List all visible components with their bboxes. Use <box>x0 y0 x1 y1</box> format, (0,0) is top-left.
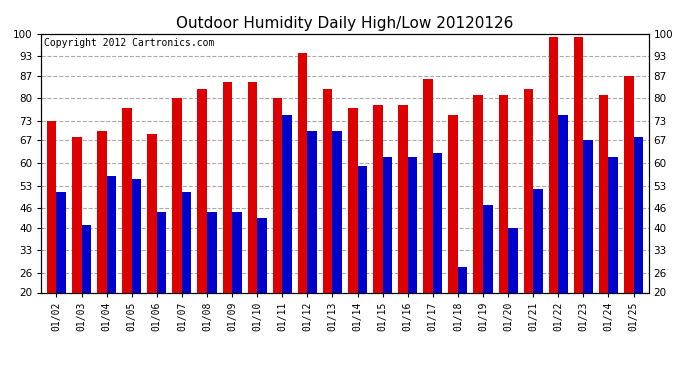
Bar <box>223 82 232 292</box>
Bar <box>172 99 182 292</box>
Bar <box>333 131 342 292</box>
Bar <box>624 76 633 292</box>
Title: Outdoor Humidity Daily High/Low 20120126: Outdoor Humidity Daily High/Low 20120126 <box>177 16 513 31</box>
Bar <box>549 37 558 292</box>
Bar <box>232 211 241 292</box>
Bar <box>122 108 132 292</box>
Bar <box>147 134 157 292</box>
Bar <box>423 79 433 292</box>
Bar <box>357 166 367 292</box>
Bar <box>248 82 257 292</box>
Bar <box>257 218 267 292</box>
Bar <box>508 228 518 292</box>
Bar <box>633 137 643 292</box>
Bar <box>398 105 408 292</box>
Bar <box>298 53 307 292</box>
Bar <box>499 95 508 292</box>
Bar <box>373 105 383 292</box>
Bar <box>97 131 107 292</box>
Bar <box>182 192 191 292</box>
Bar <box>47 121 57 292</box>
Bar <box>323 89 333 292</box>
Bar <box>483 205 493 292</box>
Bar <box>473 95 483 292</box>
Bar <box>132 179 141 292</box>
Bar <box>197 89 207 292</box>
Bar <box>433 153 442 292</box>
Bar <box>282 115 292 292</box>
Bar <box>448 115 458 292</box>
Bar <box>348 108 357 292</box>
Bar <box>583 141 593 292</box>
Bar <box>157 211 166 292</box>
Bar <box>207 211 217 292</box>
Bar <box>81 225 91 292</box>
Bar <box>307 131 317 292</box>
Bar <box>273 99 282 292</box>
Bar <box>524 89 533 292</box>
Bar <box>107 176 116 292</box>
Bar <box>574 37 583 292</box>
Bar <box>558 115 568 292</box>
Bar <box>458 267 467 292</box>
Bar <box>533 189 543 292</box>
Bar <box>57 192 66 292</box>
Bar <box>408 157 417 292</box>
Bar <box>72 137 81 292</box>
Bar <box>599 95 609 292</box>
Text: Copyright 2012 Cartronics.com: Copyright 2012 Cartronics.com <box>44 38 215 48</box>
Bar <box>609 157 618 292</box>
Bar <box>383 157 392 292</box>
